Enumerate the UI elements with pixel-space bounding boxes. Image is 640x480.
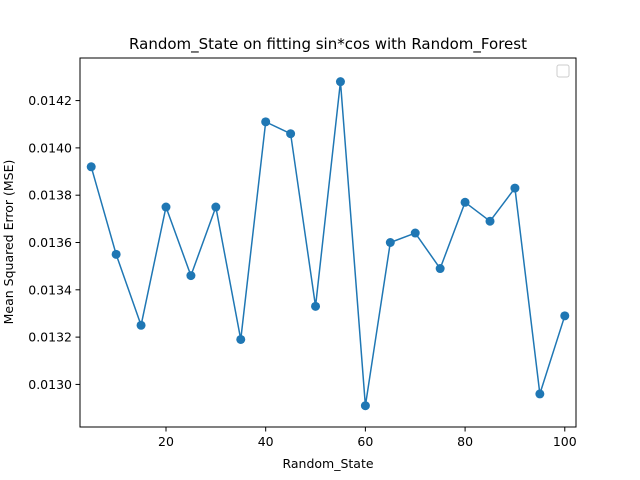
x-axis-label: Random_State [282,456,373,471]
data-point [510,183,520,193]
data-point [111,249,121,259]
y-tick-label: 0.0140 [28,140,72,155]
y-tick-label: 0.0130 [28,377,72,392]
y-axis: 0.0130 0.0132 0.0134 0.0136 0.0138 0.0140 0.01… [28,93,80,392]
data-point [286,129,296,139]
data-point [136,320,146,330]
data-point [311,301,321,311]
y-tick-label: 0.0136 [28,235,72,250]
x-tick-label: 20 [158,434,174,449]
data-point [261,117,271,127]
series-layer [86,77,570,411]
x-axis: 20 40 60 80 100 [158,427,577,449]
data-point [360,401,370,411]
data-point [211,202,221,212]
y-tick-label: 0.0138 [28,188,72,203]
data-point [385,238,395,247]
data-point [86,162,96,172]
x-tick-label: 40 [258,434,274,449]
x-tick-label: 100 [553,434,577,449]
chart-title: Random_State on fitting sin*cos with Ran… [129,35,527,54]
y-tick-label: 0.0134 [28,282,72,297]
data-point [485,216,495,226]
data-point [435,264,445,274]
data-point [161,202,171,212]
data-point [186,271,196,281]
series-line [90,80,566,407]
data-point [410,228,420,238]
x-tick-label: 80 [457,434,473,449]
y-tick-label: 0.0142 [28,93,72,108]
data-point [535,389,545,399]
data-point [335,77,345,87]
data-point [236,334,246,344]
y-axis-label: Mean Squared Error (MSE) [1,160,16,325]
data-point [560,311,570,321]
data-point [460,197,470,207]
legend-box [556,64,570,78]
x-tick-label: 60 [357,434,373,449]
y-tick-label: 0.0132 [28,330,72,345]
